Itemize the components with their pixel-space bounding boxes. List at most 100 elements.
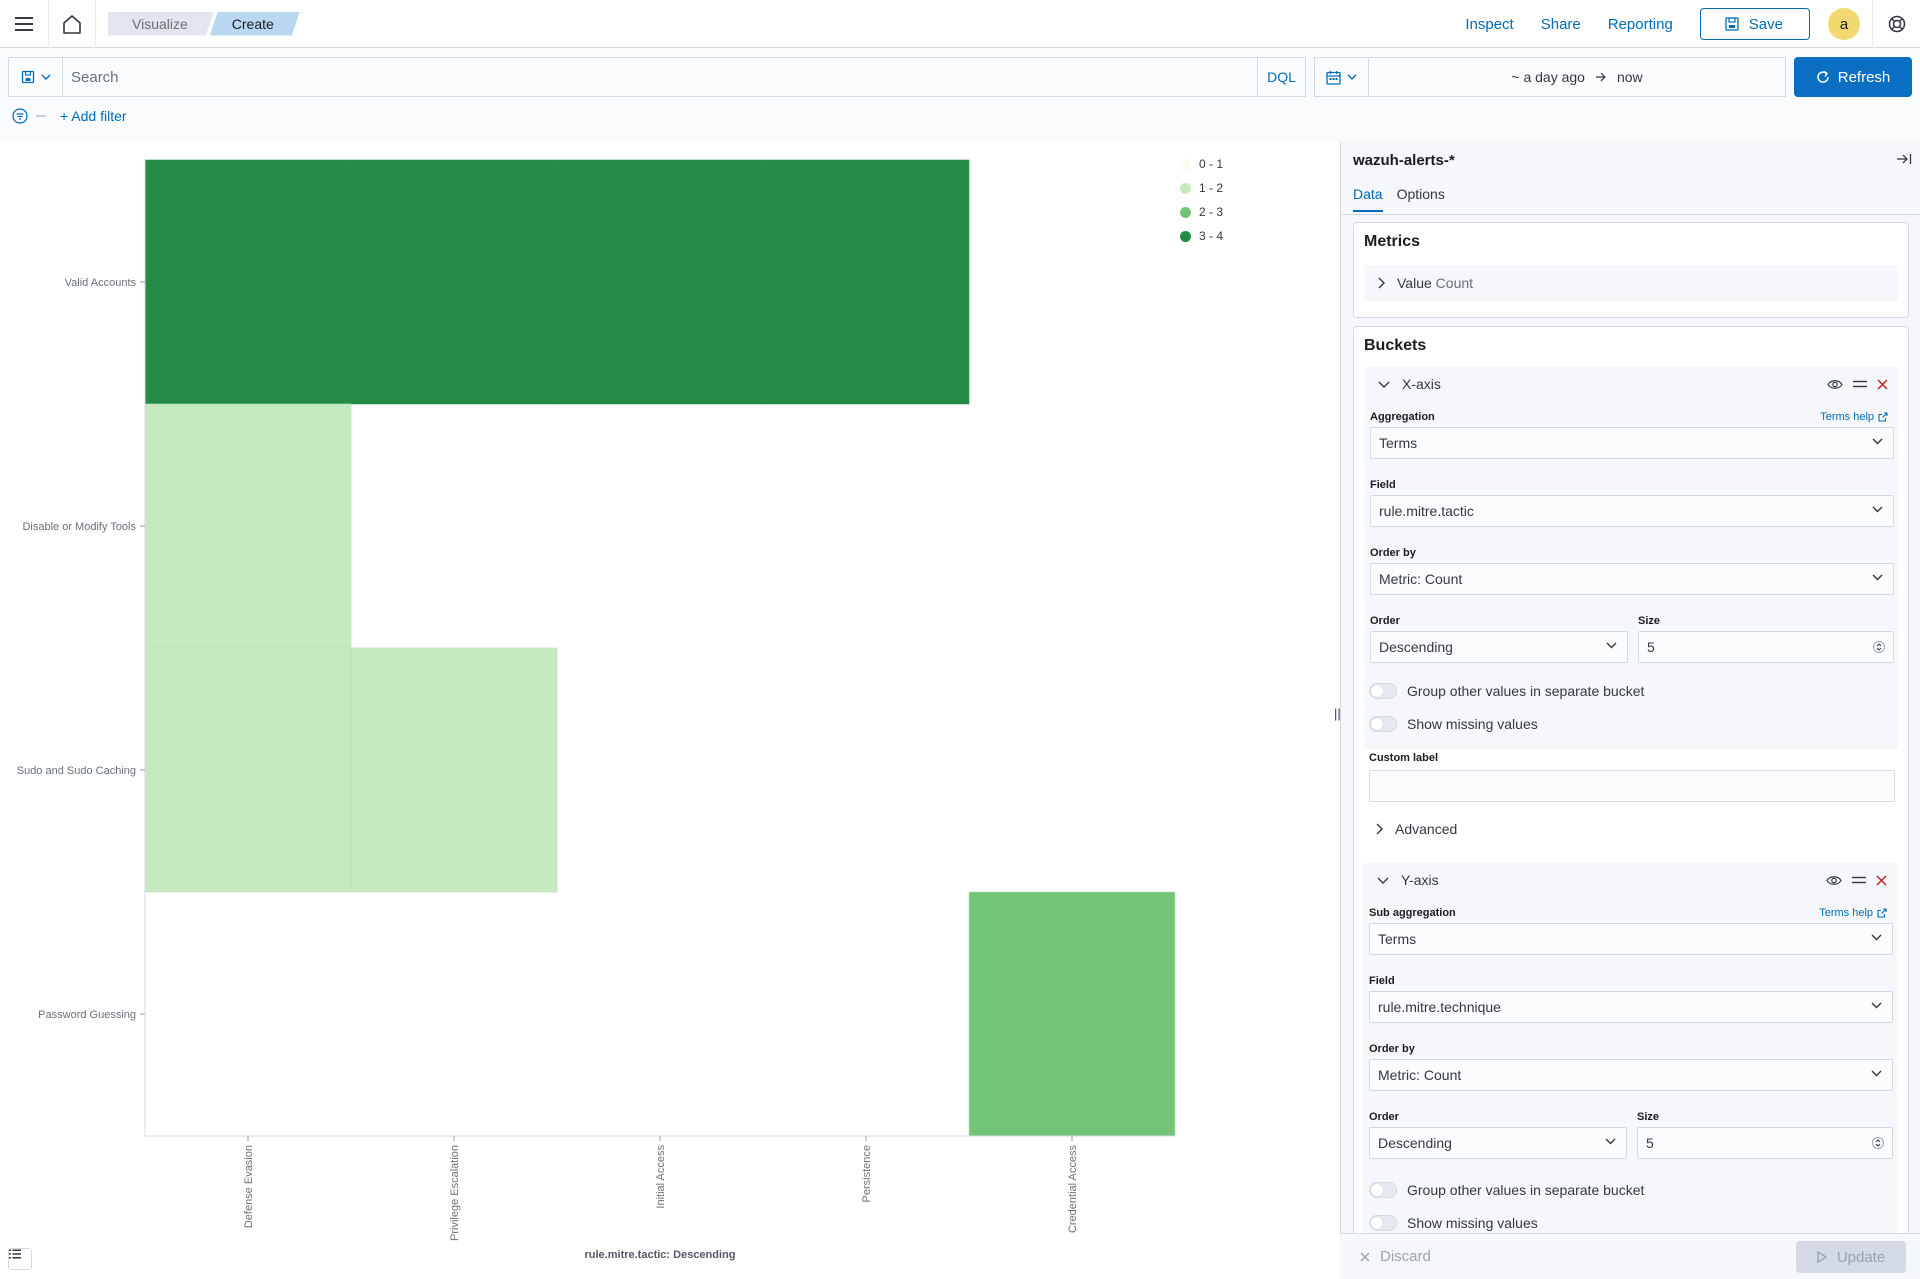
- size-stepper[interactable]: [1872, 1134, 1884, 1152]
- xaxis-field-select[interactable]: rule.mitre.tactic: [1370, 495, 1894, 527]
- tab-data[interactable]: Data: [1353, 186, 1383, 212]
- heatmap-cell[interactable]: [144, 159, 352, 405]
- legend-item[interactable]: 0 - 1: [1180, 152, 1223, 176]
- refresh-button[interactable]: Refresh: [1794, 57, 1912, 97]
- xaxis-custom-label-label: Custom label: [1369, 752, 1439, 764]
- menu-button[interactable]: [0, 0, 48, 48]
- yaxis-order-select[interactable]: Descending: [1369, 1127, 1627, 1159]
- y-tick-label: Valid Accounts: [65, 277, 137, 289]
- xaxis-order-select[interactable]: Descending: [1370, 631, 1628, 663]
- xaxis-orderby-select[interactable]: Metric: Count: [1370, 563, 1894, 595]
- update-button[interactable]: Update: [1796, 1241, 1906, 1273]
- tab-options[interactable]: Options: [1396, 186, 1445, 202]
- yaxis-show-missing-toggle[interactable]: Show missing values: [1369, 1215, 1538, 1231]
- home-icon: [63, 14, 81, 34]
- yaxis-order-label: Order: [1369, 1111, 1399, 1123]
- toggle-switch[interactable]: [1369, 716, 1397, 732]
- xaxis-show-missing-toggle[interactable]: Show missing values: [1369, 716, 1538, 732]
- yaxis-group-other-toggle[interactable]: Group other values in separate bucket: [1369, 1182, 1644, 1198]
- yaxis-orderby-select[interactable]: Metric: Count: [1369, 1059, 1893, 1091]
- save-icon: [1725, 17, 1739, 31]
- legend-item[interactable]: 2 - 3: [1180, 200, 1223, 224]
- metric-item[interactable]: Value Count: [1364, 265, 1898, 301]
- xaxis-group-other-toggle[interactable]: Group other values in separate bucket: [1369, 683, 1644, 699]
- xaxis-custom-label-input[interactable]: [1369, 770, 1895, 802]
- reporting-link[interactable]: Reporting: [1607, 15, 1673, 33]
- xaxis-order-value: Descending: [1379, 639, 1453, 655]
- yaxis-aggregation-select[interactable]: Terms: [1369, 923, 1893, 955]
- legend-item[interactable]: 1 - 2: [1180, 176, 1223, 200]
- xaxis-terms-help-link[interactable]: Terms help: [1820, 411, 1888, 423]
- heatmap-cell[interactable]: [144, 403, 352, 649]
- home-button[interactable]: [48, 0, 96, 48]
- collapse-sidebar-button[interactable]: [1896, 152, 1912, 170]
- date-end[interactable]: now: [1616, 69, 1643, 85]
- show-missing-label: Show missing values: [1407, 1215, 1538, 1231]
- legend-item[interactable]: 3 - 4: [1180, 224, 1223, 248]
- legend-toggle-button[interactable]: [8, 1248, 32, 1270]
- search-input[interactable]: [63, 58, 1257, 96]
- heatmap-cell[interactable]: [556, 159, 764, 405]
- heatmap-cell[interactable]: [144, 647, 352, 893]
- size-stepper[interactable]: [1873, 638, 1885, 656]
- chevron-down-icon: [1377, 877, 1389, 884]
- xaxis-header[interactable]: X-axis: [1364, 367, 1898, 401]
- heatmap-cell[interactable]: [350, 647, 558, 893]
- xaxis-order-label: Order: [1370, 615, 1400, 627]
- yaxis-orderby-label: Order by: [1369, 1043, 1415, 1055]
- metric-name: Value: [1397, 275, 1432, 291]
- yaxis-size-input[interactable]: 5: [1637, 1127, 1893, 1159]
- close-icon[interactable]: [1877, 378, 1888, 390]
- breadcrumb-visualize[interactable]: Visualize: [108, 12, 214, 36]
- xaxis-advanced-toggle[interactable]: Advanced: [1376, 821, 1457, 837]
- add-filter-button[interactable]: + Add filter: [60, 108, 127, 124]
- heatmap-cell[interactable]: [968, 891, 1176, 1137]
- inspect-link[interactable]: Inspect: [1465, 15, 1514, 33]
- help-icon: [1888, 15, 1905, 33]
- saved-query-icon: [21, 70, 34, 84]
- toggle-switch[interactable]: [1369, 1215, 1397, 1231]
- query-language-button[interactable]: DQL: [1257, 58, 1305, 96]
- yaxis-field-select[interactable]: rule.mitre.technique: [1369, 991, 1893, 1023]
- save-button[interactable]: Save: [1699, 8, 1810, 40]
- avatar[interactable]: a: [1828, 8, 1860, 40]
- drag-handle-icon[interactable]: [1852, 876, 1866, 884]
- legend-swatch: [1180, 206, 1191, 218]
- metric-type: Count: [1435, 275, 1474, 291]
- yaxis-size-value: 5: [1646, 1135, 1654, 1151]
- eye-icon[interactable]: [1826, 875, 1842, 886]
- hamburger-icon: [15, 16, 33, 31]
- close-icon[interactable]: [1876, 874, 1887, 886]
- heatmap-cell[interactable]: [762, 159, 970, 405]
- chevron-down-icon: [1605, 1138, 1616, 1145]
- xaxis-size-input[interactable]: 5: [1638, 631, 1894, 663]
- yaxis-terms-help-link[interactable]: Terms help: [1819, 907, 1887, 919]
- xaxis-orderby-label: Order by: [1370, 547, 1416, 559]
- toggle-switch[interactable]: [1369, 683, 1397, 699]
- discard-button[interactable]: Discard: [1360, 1248, 1431, 1265]
- panel-resize-handle[interactable]: ||: [1334, 706, 1341, 721]
- breadcrumb: Visualize Create: [108, 12, 300, 36]
- date-range: ~ a day ago now: [1369, 69, 1785, 85]
- legend-label: 0 - 1: [1199, 157, 1224, 171]
- share-link[interactable]: Share: [1540, 15, 1581, 33]
- toggle-switch[interactable]: [1369, 1182, 1397, 1198]
- filter-options-icon[interactable]: [12, 108, 28, 124]
- x-tick-label: Credential Access: [1067, 1145, 1079, 1234]
- x-axis-title: rule.mitre.tactic: Descending: [585, 1249, 736, 1261]
- xaxis-size-label: Size: [1638, 615, 1661, 627]
- eye-icon[interactable]: [1827, 379, 1843, 390]
- terms-help-text: Terms help: [1820, 411, 1874, 423]
- yaxis-header[interactable]: Y-axis: [1363, 863, 1897, 897]
- drag-handle-icon[interactable]: [1853, 380, 1867, 388]
- legend-swatch: [1180, 230, 1191, 242]
- quick-date-button[interactable]: [1315, 58, 1369, 96]
- xaxis-aggregation-select[interactable]: Terms: [1370, 427, 1894, 459]
- group-other-label: Group other values in separate bucket: [1407, 683, 1645, 699]
- saved-query-button[interactable]: [9, 58, 63, 96]
- date-start[interactable]: ~ a day ago: [1511, 69, 1585, 85]
- heatmap-cell[interactable]: [350, 159, 558, 405]
- help-button[interactable]: [1872, 0, 1920, 48]
- chevron-down-icon: [1347, 74, 1357, 80]
- chart-legend: 0 - 1 1 - 2 2 - 3 3 - 4: [1180, 152, 1223, 248]
